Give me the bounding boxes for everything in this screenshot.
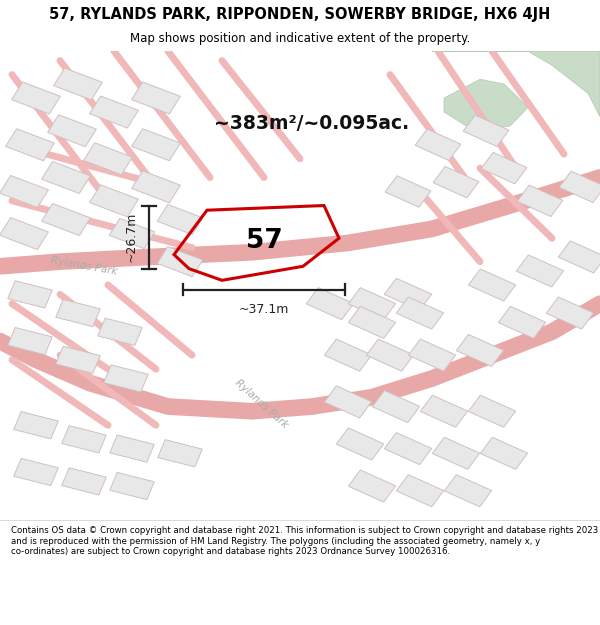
Polygon shape	[517, 255, 563, 287]
Polygon shape	[433, 166, 479, 198]
Polygon shape	[397, 474, 443, 507]
Text: Contains OS data © Crown copyright and database right 2021. This information is : Contains OS data © Crown copyright and d…	[11, 526, 598, 556]
Polygon shape	[56, 299, 100, 327]
Polygon shape	[41, 204, 91, 236]
Polygon shape	[104, 365, 148, 392]
Polygon shape	[0, 176, 49, 208]
Polygon shape	[131, 129, 181, 161]
Polygon shape	[325, 386, 371, 418]
Polygon shape	[337, 428, 383, 460]
Polygon shape	[499, 306, 545, 339]
Polygon shape	[385, 176, 431, 208]
Polygon shape	[89, 185, 139, 217]
Polygon shape	[457, 334, 503, 366]
Polygon shape	[349, 470, 395, 502]
Polygon shape	[131, 171, 181, 203]
Polygon shape	[349, 306, 395, 339]
Polygon shape	[109, 219, 155, 249]
Polygon shape	[367, 339, 413, 371]
Polygon shape	[307, 288, 353, 320]
Polygon shape	[41, 161, 91, 194]
Polygon shape	[385, 432, 431, 464]
Polygon shape	[481, 152, 527, 184]
Polygon shape	[469, 395, 515, 428]
Text: ~37.1m: ~37.1m	[239, 302, 289, 316]
Polygon shape	[432, 51, 600, 117]
Polygon shape	[559, 171, 600, 202]
Polygon shape	[8, 281, 52, 308]
Polygon shape	[53, 68, 103, 100]
Polygon shape	[373, 391, 419, 422]
Polygon shape	[433, 438, 479, 469]
Polygon shape	[56, 346, 100, 373]
Text: ~383m²/~0.095ac.: ~383m²/~0.095ac.	[214, 114, 410, 133]
Text: Map shows position and indicative extent of the property.: Map shows position and indicative extent…	[130, 32, 470, 45]
Polygon shape	[445, 474, 491, 507]
Polygon shape	[14, 458, 58, 486]
Polygon shape	[89, 96, 139, 128]
Polygon shape	[83, 142, 133, 175]
Polygon shape	[325, 339, 371, 371]
Polygon shape	[157, 204, 203, 234]
Polygon shape	[409, 339, 455, 371]
Polygon shape	[349, 288, 395, 320]
Polygon shape	[463, 115, 509, 146]
Text: Rylands Park: Rylands Park	[50, 256, 118, 277]
Polygon shape	[0, 217, 49, 249]
Polygon shape	[47, 115, 97, 147]
Polygon shape	[481, 438, 527, 469]
Polygon shape	[14, 412, 58, 439]
Text: 57, RYLANDS PARK, RIPPONDEN, SOWERBY BRIDGE, HX6 4JH: 57, RYLANDS PARK, RIPPONDEN, SOWERBY BRI…	[49, 7, 551, 22]
Polygon shape	[11, 82, 61, 114]
Text: Rylands Park: Rylands Park	[233, 378, 289, 431]
Text: 57: 57	[245, 228, 283, 254]
Polygon shape	[397, 297, 443, 329]
Polygon shape	[547, 297, 593, 329]
Polygon shape	[110, 435, 154, 462]
Polygon shape	[5, 129, 55, 161]
Polygon shape	[469, 269, 515, 301]
Polygon shape	[158, 440, 202, 467]
Polygon shape	[110, 472, 154, 499]
Polygon shape	[8, 328, 52, 355]
Polygon shape	[415, 129, 461, 161]
Polygon shape	[385, 278, 431, 311]
Polygon shape	[444, 79, 528, 131]
Polygon shape	[517, 185, 563, 216]
Text: ~26.7m: ~26.7m	[124, 212, 137, 262]
Polygon shape	[62, 468, 106, 495]
Polygon shape	[62, 426, 106, 453]
Polygon shape	[98, 318, 142, 346]
Polygon shape	[131, 82, 181, 114]
Polygon shape	[421, 395, 467, 428]
Polygon shape	[157, 246, 203, 277]
Polygon shape	[559, 241, 600, 273]
